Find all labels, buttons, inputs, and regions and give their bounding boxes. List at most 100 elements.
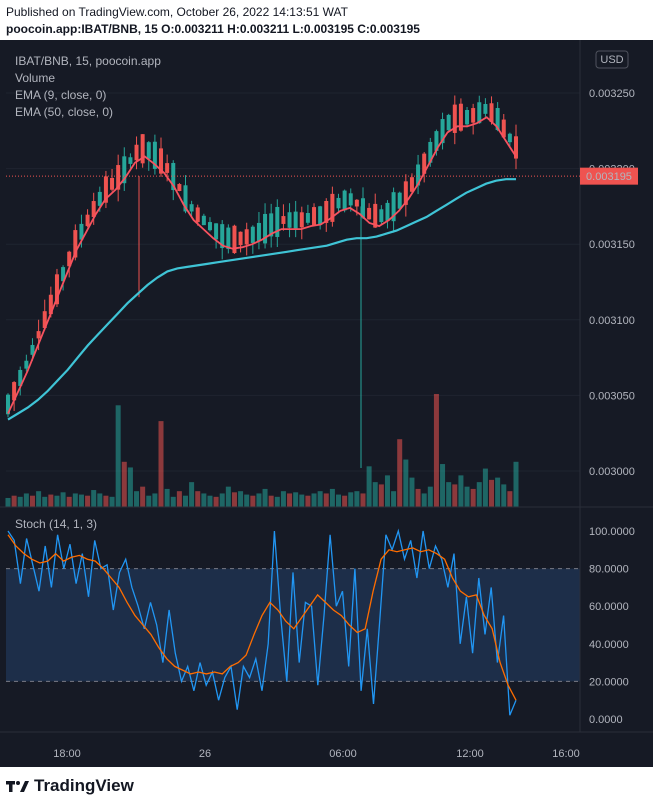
candle-body xyxy=(397,192,402,209)
volume-bar xyxy=(11,495,17,507)
stoch-tick-label: 100.0000 xyxy=(589,526,635,538)
candle-body xyxy=(238,231,243,246)
candle-body xyxy=(360,198,365,218)
volume-bar xyxy=(121,461,127,507)
volume-bar xyxy=(48,494,54,507)
candle-body xyxy=(201,215,206,226)
candle-body xyxy=(477,102,482,124)
candle-body xyxy=(385,202,390,221)
price-tick-label: 0.003250 xyxy=(589,88,635,100)
volume-bar xyxy=(5,497,11,507)
candle-body xyxy=(134,144,139,161)
tradingview-logo[interactable]: TradingView xyxy=(6,776,134,796)
volume-bar xyxy=(329,488,335,507)
volume-bar xyxy=(464,486,470,507)
candle-body xyxy=(312,207,317,226)
candle-body xyxy=(36,331,41,339)
volume-bar xyxy=(17,496,23,507)
volume-bar xyxy=(66,496,72,507)
legend-ema50[interactable]: EMA (50, close, 0) xyxy=(15,105,113,119)
volume-bar xyxy=(250,495,256,507)
volume-bar xyxy=(507,491,513,507)
legend-ema9[interactable]: EMA (9, close, 0) xyxy=(15,88,106,102)
candle-body xyxy=(165,163,170,173)
volume-bar xyxy=(440,464,446,507)
volume-bar xyxy=(23,493,29,507)
volume-bar xyxy=(225,486,231,507)
time-tick-label: 18:00 xyxy=(53,748,81,760)
volume-bar xyxy=(501,484,507,507)
volume-bar xyxy=(476,482,482,507)
legend-symbol[interactable]: IBAT/BNB, 15, poocoin.app xyxy=(15,54,161,68)
currency-button[interactable] xyxy=(595,50,629,69)
candle-body xyxy=(250,226,255,243)
volume-bar xyxy=(231,492,237,507)
candle-body xyxy=(409,177,414,192)
volume-bar xyxy=(305,495,311,507)
stoch-k-line xyxy=(7,528,517,716)
volume-bar xyxy=(176,491,182,507)
candle-body xyxy=(440,119,445,144)
time-tick-label: 26 xyxy=(199,748,211,760)
candle-body xyxy=(24,360,29,369)
candle-body xyxy=(61,267,66,282)
volume-bar xyxy=(219,493,225,507)
candle-body xyxy=(18,369,23,386)
volume-bar xyxy=(311,493,317,507)
candle-body xyxy=(287,212,292,228)
candle-body xyxy=(318,206,323,225)
volume-bar xyxy=(366,466,372,507)
volume-bar xyxy=(299,494,305,507)
volume-bar xyxy=(72,493,78,507)
volume-bar xyxy=(164,488,170,507)
volume-bar xyxy=(91,490,97,507)
volume-bar xyxy=(391,491,397,507)
candle-body xyxy=(434,131,439,151)
volume-bar xyxy=(182,495,188,507)
candle-body xyxy=(220,224,225,249)
time-tick-label: 06:00 xyxy=(329,748,357,760)
volume-bar xyxy=(397,439,403,507)
candle-body xyxy=(226,227,231,250)
stoch-tick-label: 60.0000 xyxy=(589,601,629,613)
candle-body xyxy=(97,191,102,206)
legend-stoch[interactable]: Stoch (14, 1, 3) xyxy=(15,517,97,531)
volume-bar xyxy=(146,495,152,507)
volume-bar xyxy=(513,461,519,507)
candle-body xyxy=(275,206,280,237)
candle-body xyxy=(256,222,261,242)
candle-body xyxy=(422,153,427,174)
candle-body xyxy=(299,212,304,228)
candle-body xyxy=(110,177,115,190)
candle-body xyxy=(403,181,408,205)
volume-bar xyxy=(427,486,433,507)
time-tick-label: 16:00 xyxy=(552,748,580,760)
candle-body xyxy=(116,165,121,190)
volume-bar xyxy=(336,494,342,507)
volume-bar xyxy=(342,495,348,507)
candle-body xyxy=(446,114,451,131)
candle-body xyxy=(293,211,298,229)
volume-bar xyxy=(268,495,274,507)
candle-body xyxy=(495,107,500,131)
ema50-line xyxy=(7,178,516,421)
stoch-tick-label: 80.0000 xyxy=(589,564,629,576)
candle-body xyxy=(244,229,249,245)
candle-body xyxy=(103,176,108,203)
candle-body xyxy=(391,192,396,222)
candle-body xyxy=(471,108,476,123)
volume-bar xyxy=(323,493,329,507)
symbol-ohlc-header: poocoin.app:IBAT/BNB, 15 O:0.003211 H:0.… xyxy=(6,22,420,36)
candle-body xyxy=(73,230,78,258)
volume-bar xyxy=(207,495,213,507)
volume-bar xyxy=(127,467,133,507)
volume-bar xyxy=(470,488,476,507)
volume-bar xyxy=(85,495,91,507)
tradingview-wordmark: TradingView xyxy=(34,776,134,795)
candle-body xyxy=(152,141,157,169)
candle-body xyxy=(458,103,463,131)
candle-body xyxy=(183,185,188,212)
candle-body xyxy=(465,110,470,125)
volume-bar xyxy=(103,495,109,507)
legend-volume[interactable]: Volume xyxy=(15,71,55,85)
